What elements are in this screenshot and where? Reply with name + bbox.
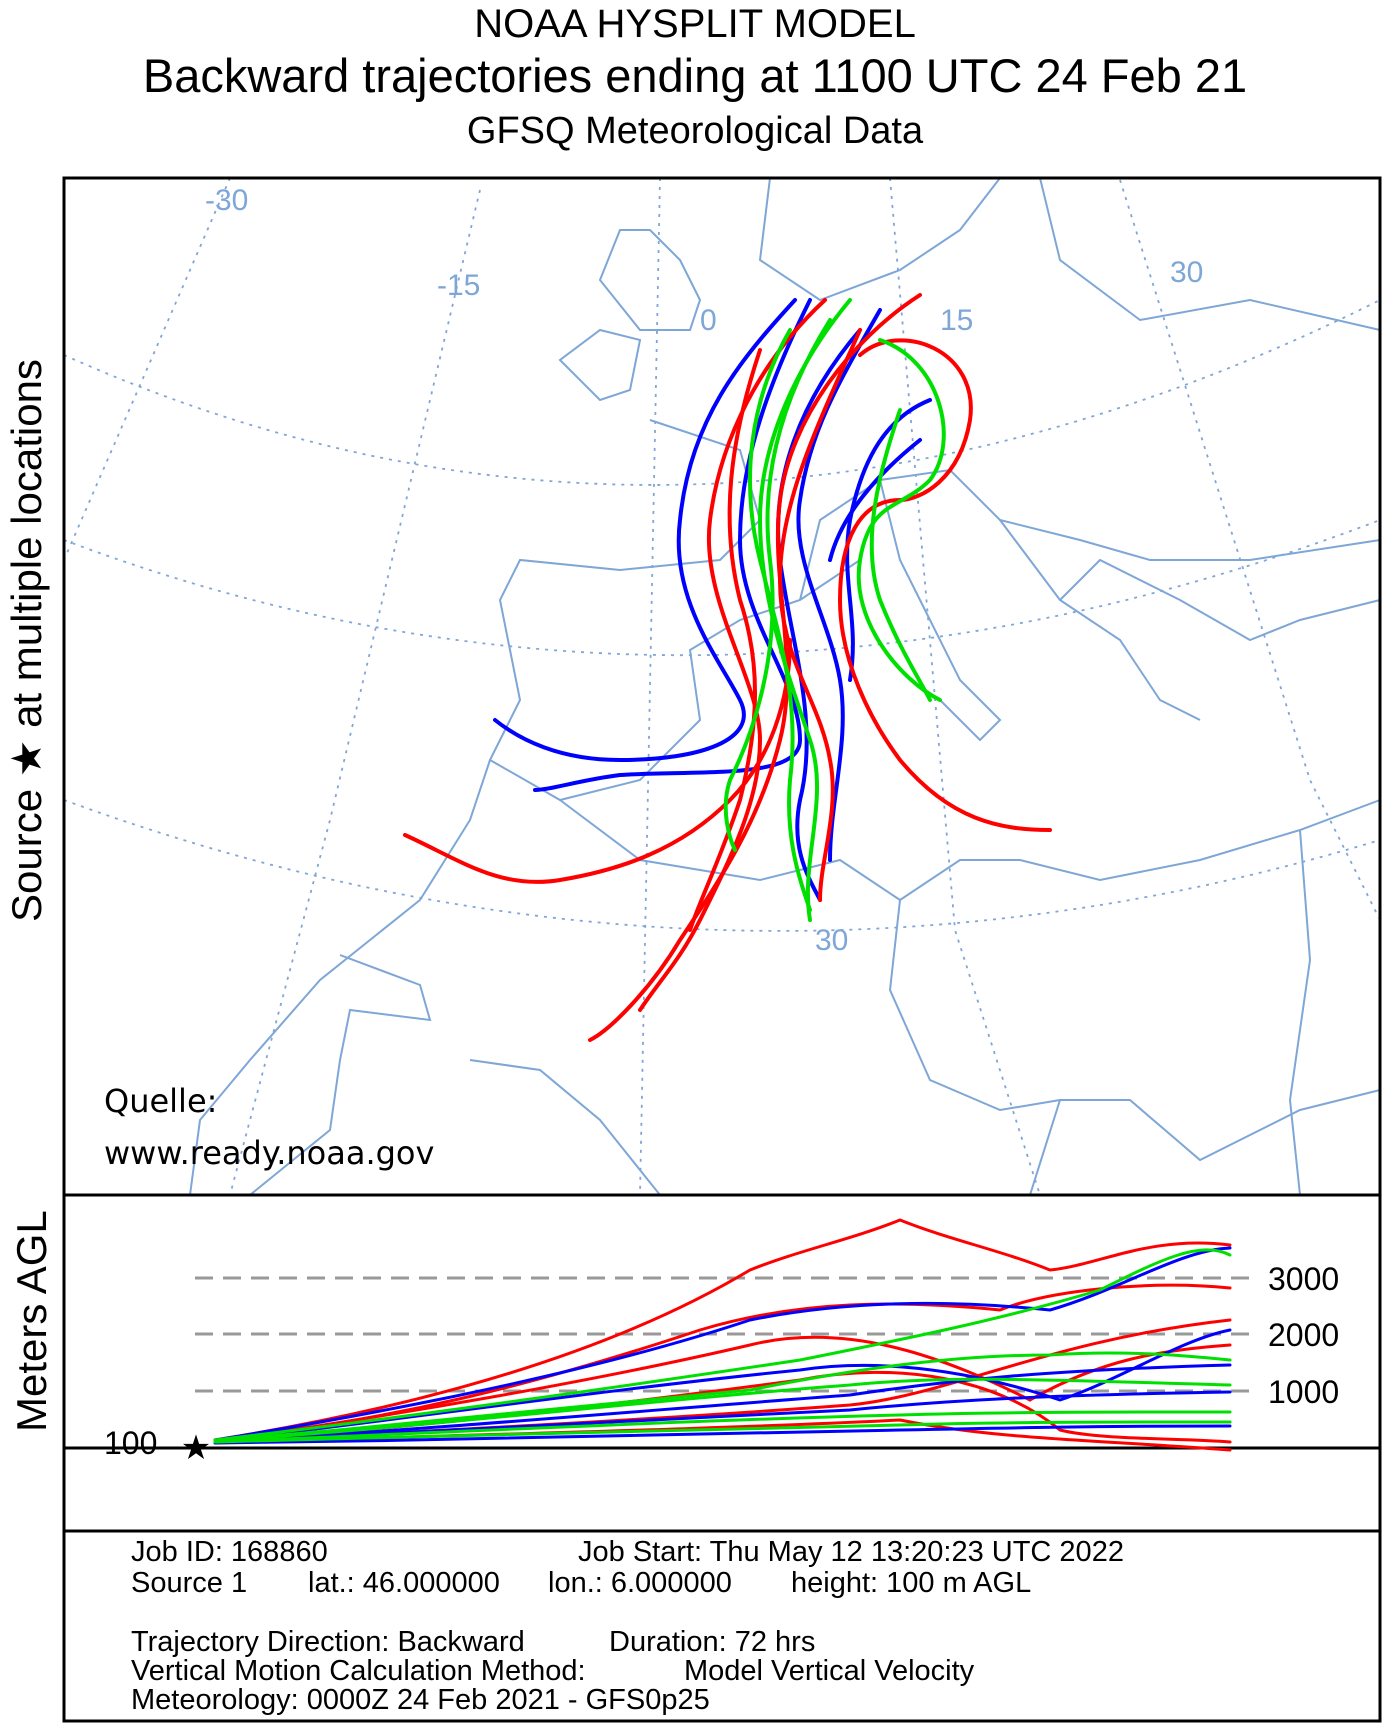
footer-direction: Trajectory Direction: Backward xyxy=(131,1626,525,1658)
height-tick-3000: 3000 xyxy=(1268,1261,1339,1297)
footer-job-start: Job Start: Thu May 12 13:20:23 UTC 2022 xyxy=(578,1536,1124,1568)
footer-vmethod-value: Model Vertical Velocity xyxy=(684,1655,975,1687)
label-lat-30: 30 xyxy=(815,924,848,957)
label-lon-minus30: -30 xyxy=(205,184,248,217)
footer-meteorology: Meteorology: 0000Z 24 Feb 2021 - GFS0p25 xyxy=(131,1684,710,1716)
map-source-label: Source xyxy=(3,788,50,922)
graticule xyxy=(63,177,1381,1196)
footer-job-id: Job ID: 168860 xyxy=(131,1536,328,1568)
trajectory-red xyxy=(778,328,862,902)
footer-frame xyxy=(62,1529,1382,1723)
trajectory-red xyxy=(688,348,762,932)
credit-source-label: Quelle: xyxy=(104,1082,217,1120)
height-gridlines xyxy=(195,1276,1250,1393)
footer-vmethod-label: Vertical Motion Calculation Method: xyxy=(131,1655,586,1687)
height-panel: 3000 2000 1000 100 ★ xyxy=(62,1193,1382,1533)
trajectory-green xyxy=(869,408,932,702)
trajectory-blue xyxy=(776,328,862,902)
source-height-label: 100 xyxy=(104,1425,157,1461)
height-profiles xyxy=(213,1218,1232,1452)
height-tick-2000: 2000 xyxy=(1268,1317,1339,1353)
credit-url: www.ready.noaa.gov xyxy=(104,1134,434,1172)
trajectory-green xyxy=(723,318,832,852)
trajectory-green xyxy=(856,338,946,702)
trajectory-red xyxy=(838,338,1052,832)
title-model: NOAA HYSPLIT MODEL xyxy=(474,2,916,46)
trajectory-blue xyxy=(845,398,932,682)
footer-lon: lon.: 6.000000 xyxy=(548,1567,732,1599)
graticule-labels: -30 -15 0 15 30 30 xyxy=(205,184,1203,957)
country-borders xyxy=(189,177,1381,1196)
height-tick-1000: 1000 xyxy=(1268,1374,1339,1410)
map-panel: -30 -15 0 15 30 30 Que xyxy=(62,176,1382,1197)
footer-height: height: 100 m AGL xyxy=(791,1567,1032,1599)
footer-source: Source 1 xyxy=(131,1567,248,1599)
map-source-label-group: Source ★ at multiple locations xyxy=(2,359,51,922)
trajectories xyxy=(403,293,1052,1042)
trajectory-red xyxy=(588,293,922,1042)
map-multiple-locations-label: at multiple locations xyxy=(3,359,50,728)
height-axis-label: Meters AGL xyxy=(8,1210,55,1432)
title-trajectories: Backward trajectories ending at 1100 UTC… xyxy=(142,49,1248,102)
footer-duration: Duration: 72 hrs xyxy=(609,1626,816,1658)
trajectory-blue xyxy=(828,438,922,562)
label-lon-30: 30 xyxy=(1170,256,1203,289)
title-meteorology: GFSQ Meteorological Data xyxy=(466,110,924,152)
map-source-star-icon: ★ xyxy=(3,739,50,778)
label-lon-minus15: -15 xyxy=(437,269,480,302)
footer-lat: lat.: 46.000000 xyxy=(308,1567,500,1599)
source-star-icon: ★ xyxy=(181,1429,211,1467)
trajectory-red xyxy=(403,638,792,884)
label-lon-15: 15 xyxy=(940,304,973,337)
trajectory-green xyxy=(748,328,812,912)
trajectory-blue xyxy=(493,298,797,762)
label-lon-0: 0 xyxy=(700,304,717,337)
